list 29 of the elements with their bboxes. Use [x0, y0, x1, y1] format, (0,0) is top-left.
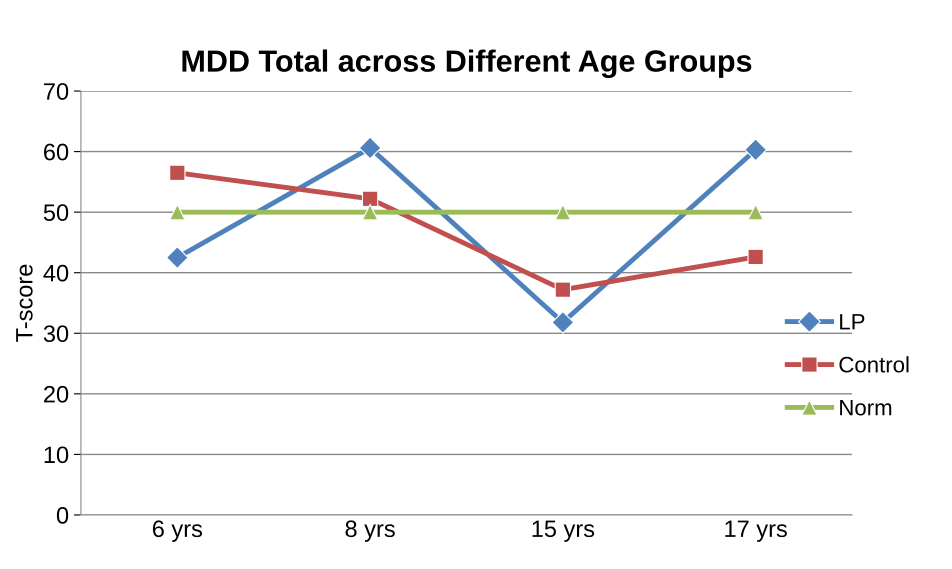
point: [169, 164, 186, 181]
y-tick-label: 0: [56, 507, 68, 524]
y-tick-label: 60: [44, 144, 68, 160]
point: [362, 190, 378, 208]
point: [362, 204, 378, 220]
x-tick-label: 17 yrs: [725, 520, 787, 542]
point: [166, 246, 189, 269]
point: [747, 204, 764, 220]
point: [747, 248, 764, 266]
x-tick-label: 15 yrs: [532, 520, 594, 542]
point: [552, 311, 574, 334]
legend-label: Control: [839, 356, 908, 373]
y-tick-label: 20: [44, 386, 68, 403]
point: [169, 204, 186, 220]
y-tick-label: 50: [44, 204, 68, 221]
point: [554, 204, 572, 220]
point: [358, 136, 382, 160]
legend-label: LP: [840, 314, 864, 330]
x-tick-label: 6 yrs: [152, 520, 202, 542]
y-tick-label: 70: [44, 83, 68, 100]
x-tick-label: 8 yrs: [346, 520, 395, 542]
y-tick-label: 30: [44, 325, 68, 342]
y-tick-label: 40: [43, 264, 68, 282]
legend-label: Norm: [840, 400, 892, 416]
y-axis-title: T-score: [16, 264, 33, 342]
y-tick-label: 10: [44, 446, 68, 464]
point: [744, 138, 768, 162]
chart-title: MDD Total across Different Age Groups: [182, 49, 752, 78]
point: [554, 281, 572, 298]
